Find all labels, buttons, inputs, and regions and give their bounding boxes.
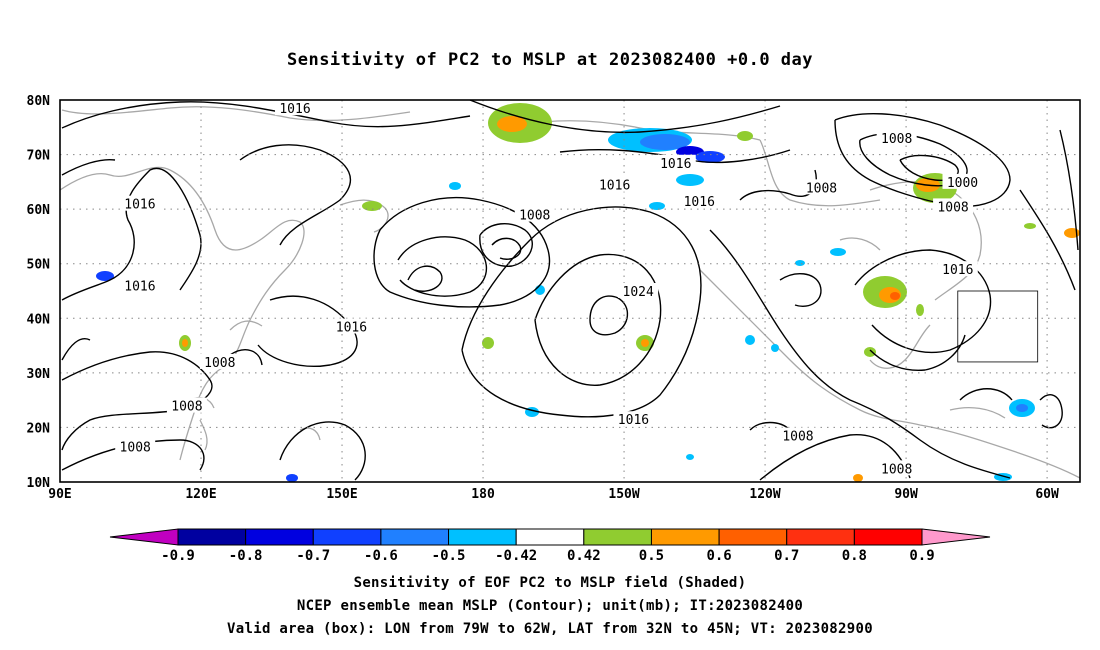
contour-label-bg [331, 318, 372, 334]
colorbar-swatch [853, 528, 923, 546]
contour-label: 1008 [806, 181, 837, 196]
contour-label-bg [119, 277, 160, 293]
chart-title: Sensitivity of PC2 to MSLP at 2023082400… [286, 50, 813, 70]
colorbar-label: 0.42 [567, 548, 601, 564]
contour-label: 1016 [660, 157, 691, 172]
colorbar: -0.9 -0.8 -0.7 -0.6 -0.5 -0.42 0.42 0.5 0.6 0.7 0.… [109, 528, 991, 564]
lat-tick-label: 70N [27, 149, 51, 164]
lat-tick-label: 80N [27, 94, 51, 109]
contour-label-bg [801, 179, 842, 195]
colorbar-label: -0.7 [296, 548, 330, 564]
lon-tick-label: 150E [326, 487, 357, 502]
contour-label: 1016 [124, 198, 155, 213]
colorbar-swatch [718, 528, 788, 546]
contour-label-bg [514, 206, 555, 222]
colorbar-swatch [245, 528, 314, 546]
colorbar-swatch [786, 528, 855, 546]
contour-label-bg [594, 176, 635, 192]
contour-label-bg [275, 100, 316, 116]
colorbar-high-extend [921, 528, 991, 546]
contour-label-bg [199, 353, 240, 369]
contour-label-bg [777, 427, 818, 443]
colorbar-swatch [177, 528, 247, 546]
lat-tick-label: 50N [27, 258, 51, 273]
contour-label: 1008 [881, 462, 912, 477]
contour-label: 1008 [120, 441, 151, 456]
colorbar-label: -0.42 [495, 548, 537, 564]
contour-label: 1000 [947, 176, 978, 191]
contour-label-bg [937, 261, 978, 277]
colorbar-swatch [380, 528, 450, 546]
colorbar-label: 0.7 [774, 548, 799, 564]
contour-label-bg [618, 283, 659, 298]
colorbar-swatch [650, 528, 720, 546]
contour-label: 1008 [519, 209, 550, 224]
colorbar-swatch [515, 528, 585, 546]
contour-label: 1016 [336, 320, 367, 335]
lon-tick-label: 120W [749, 487, 780, 502]
contour-label-bg [933, 198, 974, 214]
lon-tick-label: 90E [48, 487, 71, 502]
contour-label-bg [115, 438, 156, 454]
contour-label-bg [655, 154, 696, 170]
contour-label: 1008 [171, 400, 202, 415]
colorbar-label: -0.9 [161, 548, 195, 564]
lat-tick-label: 30N [27, 367, 51, 382]
contour-label-bg [166, 397, 207, 413]
footer-caption-contour: NCEP ensemble mean MSLP (Contour); unit(… [296, 598, 804, 614]
contour-label-bg [876, 460, 917, 476]
colorbar-low-extend [109, 528, 179, 546]
contour-label-bg [679, 192, 720, 208]
shaded-patches [96, 103, 1080, 482]
contour-label-bg [119, 195, 160, 211]
map-figure: 1016 1016 1016 1016 1008 1008 1008 1008 1016 1016… [27, 94, 1081, 564]
contour-label: 1016 [618, 413, 649, 428]
lat-tick-labels: 10N 20N 30N 40N 50N 60N 70N 80N [27, 94, 51, 491]
contour-label: 1016 [684, 195, 715, 210]
valid-area-rect [957, 290, 1039, 363]
colorbar-label: -0.8 [229, 548, 263, 564]
lat-lon-grid [60, 100, 1080, 482]
colorbar-label: -0.6 [364, 548, 398, 564]
lon-tick-label: 60W [1035, 487, 1059, 502]
contour-label-bg [876, 130, 917, 146]
contour-label: 1008 [782, 430, 813, 445]
colorbar-label: 0.9 [909, 548, 934, 564]
colorbar-swatch [312, 528, 382, 546]
contour-label: 1016 [279, 102, 310, 117]
contour-label: 1016 [942, 263, 973, 278]
lon-tick-label: 120E [185, 487, 216, 502]
contour-label-bg [613, 411, 654, 427]
lon-tick-label: 90W [894, 487, 918, 502]
lat-tick-label: 10N [27, 476, 51, 491]
coastlines [59, 106, 1081, 479]
valid-area-box [957, 290, 1039, 363]
colorbar-swatch [583, 528, 652, 546]
map-frame [59, 99, 1081, 483]
lat-tick-label: 60N [27, 203, 51, 218]
footer-caption-valid-area: Valid area (box): LON from 79W to 62W, L… [227, 621, 873, 637]
lon-tick-labels: 90E 120E 150E 180 150W 120W 90W 60W [48, 487, 1059, 502]
contour-label: 1024 [623, 285, 654, 300]
contour-label: 1008 [204, 356, 235, 371]
lat-tick-label: 20N [27, 421, 51, 436]
colorbar-label: 0.6 [706, 548, 731, 564]
lat-tick-label: 40N [27, 312, 51, 327]
contour-label: 1008 [881, 132, 912, 147]
mslp-contours [61, 99, 1079, 481]
colorbar-swatch [448, 528, 517, 546]
footer-caption-shaded: Sensitivity of EOF PC2 to MSLP field (Sh… [353, 575, 747, 591]
contour-label: 1016 [124, 280, 155, 295]
colorbar-label: 0.5 [639, 548, 664, 564]
lon-tick-label: 150W [608, 487, 639, 502]
contour-label: 1016 [599, 179, 630, 194]
lon-tick-label: 180 [471, 487, 495, 502]
contour-label-bg [942, 173, 983, 189]
colorbar-label: -0.5 [432, 548, 466, 564]
colorbar-label: 0.8 [842, 548, 867, 564]
contour-label: 1008 [937, 200, 968, 215]
contour-labels: 1016 1016 1016 1016 1008 1008 1008 1008 1016 1016… [115, 100, 983, 477]
